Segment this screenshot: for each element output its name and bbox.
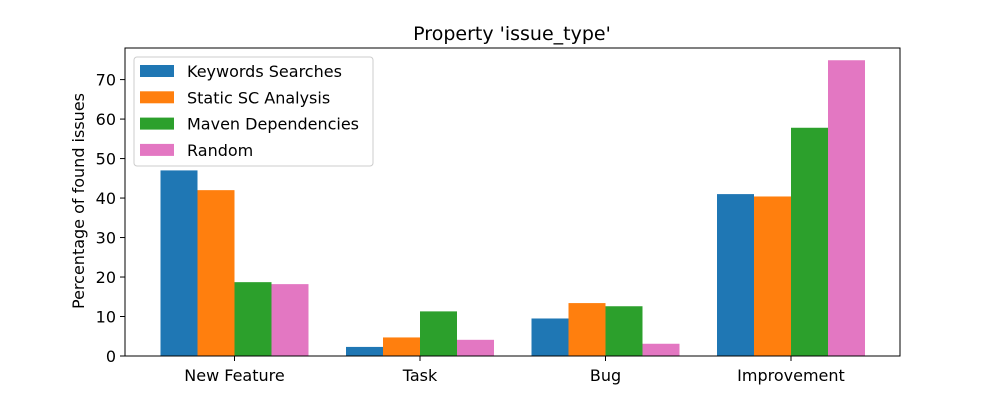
bars-group (160, 60, 865, 356)
legend: Keywords Searches Static SC Analysis Maven… (133, 56, 374, 167)
legend-swatch-0 (140, 65, 174, 77)
y-tick-label-2: 20 (96, 268, 116, 287)
y-tick-label-1: 10 (96, 308, 116, 327)
legend-swatch-3 (140, 143, 174, 156)
y-tick-label-7: 70 (96, 71, 116, 90)
y-tick-label-5: 50 (96, 150, 116, 169)
x-tick-label-0: New Feature (184, 366, 284, 385)
x-tick-label-1: Task (402, 366, 438, 385)
bar-2-2 (605, 306, 643, 356)
bar-0-1 (346, 346, 383, 356)
bar-1-0 (197, 190, 235, 356)
x-tick-label-3: Improvement (737, 366, 845, 385)
legend-swatch-1 (140, 91, 174, 104)
y-tick-label-6: 60 (96, 110, 116, 129)
legend-swatch-2 (140, 117, 174, 130)
plot-frame (124, 47, 901, 357)
x-axis: New Feature Task Bug Improvement (184, 356, 845, 385)
bar-3-0 (271, 284, 309, 356)
x-tick-label-2: Bug (590, 366, 621, 385)
bar-0-2 (531, 318, 569, 356)
bar-3-3 (828, 60, 865, 356)
bar-1-3 (754, 196, 791, 356)
bar-1-2 (568, 303, 606, 356)
y-axis-label: Percentage of found issues (69, 93, 88, 309)
bar-3-1 (457, 339, 494, 356)
bar-2-3 (791, 127, 828, 356)
legend-box (133, 56, 374, 167)
bar-1-1 (383, 337, 420, 356)
bar-2-1 (420, 311, 457, 356)
legend-label-3: Random (187, 141, 253, 160)
y-tick-label-0: 0 (106, 347, 116, 366)
y-axis: 0 10 20 30 40 50 60 70 (96, 71, 125, 366)
legend-label-0: Keywords Searches (187, 62, 342, 81)
legend-label-1: Static SC Analysis (187, 88, 330, 107)
y-tick-label-4: 40 (96, 189, 116, 208)
bar-3-2 (642, 343, 680, 356)
bar-2-0 (234, 282, 272, 356)
legend-label-2: Maven Dependencies (187, 115, 359, 134)
chart-title: Property 'issue_type' (413, 23, 611, 45)
y-tick-label-3: 30 (96, 229, 116, 248)
bar-0-3 (717, 194, 754, 356)
bar-0-0 (160, 170, 198, 356)
